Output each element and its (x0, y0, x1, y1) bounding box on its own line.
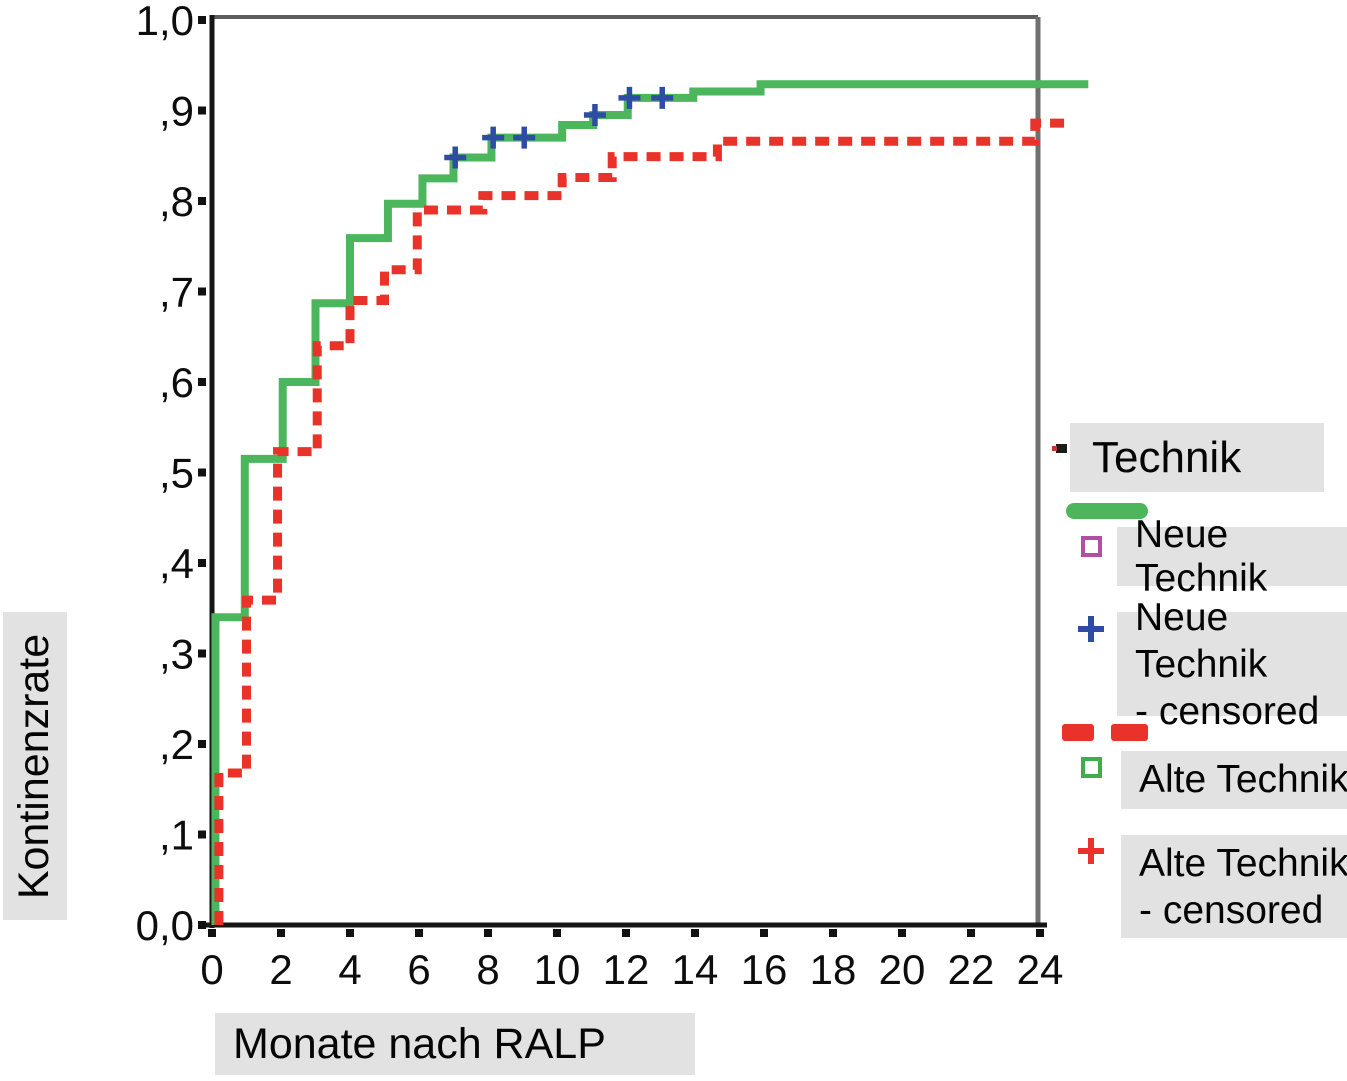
legend-entry-label-line2: - censored (1139, 888, 1324, 932)
y-tick-mark (198, 287, 206, 296)
y-tick-mark (198, 197, 206, 205)
x-tick-label: 12 (603, 946, 650, 993)
censored-plus-icon (482, 126, 505, 149)
x-tick-label: 2 (269, 946, 292, 993)
x-tick-label: 22 (948, 946, 995, 993)
x-tick-label: 10 (534, 946, 581, 993)
purple-square-marker-icon (1081, 536, 1102, 557)
x-tick-mark (691, 929, 699, 937)
series-line-alte-technik (214, 118, 1068, 925)
x-axis-title: Monate nach RALP (215, 1013, 695, 1075)
legend-entry-label-line1: Neue Technik (1135, 595, 1268, 686)
y-tick-mark (198, 921, 206, 929)
dashed-line-swatch-icon (1111, 724, 1148, 741)
x-tick-label: 16 (741, 946, 788, 993)
y-tick-label: 1,0 (136, 0, 194, 44)
y-tick-label: ,8 (159, 178, 194, 225)
x-tick-mark (346, 929, 354, 937)
red-plus-censored-icon (1078, 838, 1104, 864)
censored-plus-icon (444, 146, 467, 169)
y-tick-mark (198, 830, 206, 839)
green-square-marker-icon (1081, 757, 1102, 778)
x-tick-label: 0 (200, 946, 223, 993)
blue-plus-censored-icon (1078, 616, 1104, 642)
legend-selection-artifact (1052, 444, 1067, 453)
x-tick-label: 6 (407, 946, 430, 993)
x-tick-mark (898, 929, 906, 937)
x-tick-label: 24 (1017, 946, 1064, 993)
x-axis-title-text: Monate nach RALP (233, 1019, 606, 1068)
legend-entry-neue-technik-censored: Neue Technik - censored (1117, 596, 1347, 733)
censored-plus-icon (618, 86, 641, 109)
legend-title-text: Technik (1092, 432, 1242, 482)
x-tick-mark (208, 929, 216, 937)
y-axis-title: Kontinenzrate (3, 612, 67, 920)
dashed-line-swatch-icon (1062, 724, 1094, 741)
y-tick-mark (198, 649, 206, 658)
y-tick-mark (198, 16, 206, 24)
censored-plus-icon (583, 104, 606, 127)
y-tick-mark (198, 559, 206, 567)
y-tick-label: ,5 (159, 450, 194, 497)
x-tick-label: 8 (476, 946, 499, 993)
x-tick-mark (277, 929, 285, 937)
legend-entry-alte-technik: Alte Technik (1121, 751, 1347, 809)
series-line-neue-technik (211, 80, 1089, 925)
x-tick-mark (484, 929, 492, 937)
legend-entry-neue-technik: Neue Technik (1117, 513, 1347, 600)
y-axis-title-text: Kontinenzrate (10, 633, 59, 899)
legend-entry-label-line1: Alte Technik (1139, 841, 1347, 885)
y-tick-label: ,3 (159, 631, 194, 678)
legend-title: Technik (1070, 423, 1324, 492)
legend-entry-label-line2: - censored (1135, 689, 1320, 733)
x-tick-label: 20 (879, 946, 926, 993)
x-tick-mark (760, 929, 768, 937)
y-tick-label: ,7 (159, 269, 194, 316)
y-tick-mark (198, 378, 206, 386)
y-tick-mark (198, 468, 206, 477)
x-tick-mark (415, 929, 423, 937)
x-tick-mark (553, 929, 561, 937)
legend-entry-label: Neue Technik (1135, 512, 1268, 600)
censored-plus-icon (651, 86, 674, 109)
censored-plus-icon (513, 126, 536, 149)
solid-line-swatch-icon (1066, 503, 1148, 519)
legend-entry-label: Alte Technik (1139, 758, 1347, 801)
y-tick-label: ,2 (159, 721, 194, 768)
y-tick-label: 0,0 (136, 902, 194, 949)
x-tick-label: 14 (672, 946, 719, 993)
x-tick-mark (967, 929, 975, 937)
x-tick-label: 4 (338, 946, 361, 993)
y-tick-mark (198, 106, 206, 115)
y-tick-label: ,6 (159, 359, 194, 406)
x-tick-mark (829, 929, 837, 937)
y-tick-mark (198, 740, 206, 748)
y-tick-label: ,4 (159, 540, 194, 587)
x-tick-mark (622, 929, 630, 937)
y-tick-label: ,1 (159, 812, 194, 859)
x-tick-mark (1036, 929, 1044, 937)
legend-entry-alte-technik-censored: Alte Technik - censored (1121, 835, 1347, 938)
x-tick-label: 18 (810, 946, 857, 993)
y-tick-label: ,9 (159, 88, 194, 135)
